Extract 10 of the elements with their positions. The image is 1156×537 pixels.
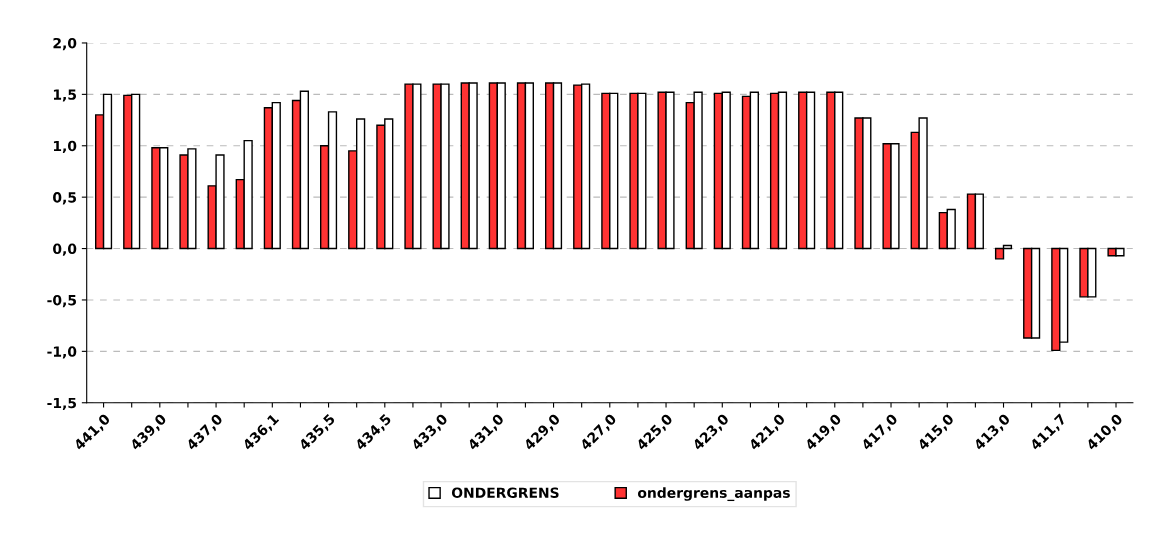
y-tick-label: 0,5: [53, 192, 77, 205]
y-tick-label: 2,0: [53, 37, 77, 51]
legend-label: ONDERGRENS: [451, 487, 559, 498]
y-tick-label: -0,5: [47, 294, 77, 308]
y-tick-label: -1,5: [47, 397, 77, 410]
legend-label: ondergrens_aanpas: [637, 487, 790, 502]
y-tick-label: 1,5: [53, 89, 77, 102]
y-tick-label: -1,0: [47, 346, 77, 359]
y-tick-label: 1,0: [53, 140, 77, 154]
y-tick-label: 0,0: [53, 243, 77, 256]
